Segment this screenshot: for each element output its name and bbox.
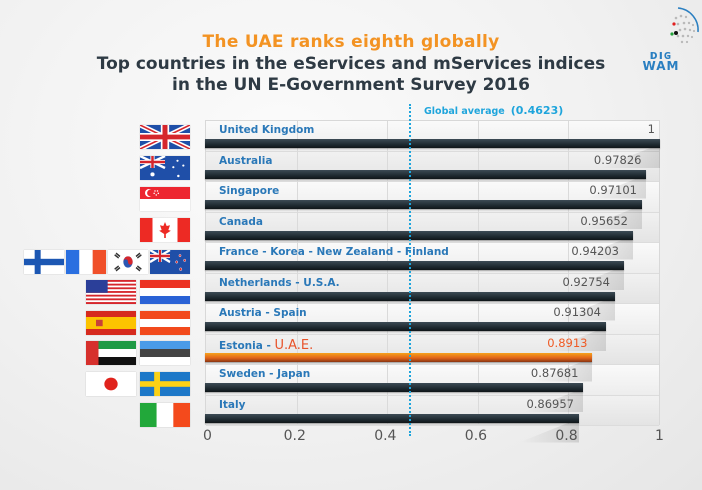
value-label: 0.8913 [547, 335, 588, 350]
wam-logo-text: ᴅıɢ WAM [639, 48, 683, 73]
flag-new-zealand-icon [150, 250, 190, 274]
bar [205, 413, 579, 423]
value-label: 1 [647, 122, 655, 136]
country-label: Australia [219, 154, 273, 167]
flag-estonia-icon [140, 341, 190, 365]
flag-finland-icon [24, 250, 64, 274]
x-tick-label: 0.6 [464, 428, 488, 444]
value-label: 0.97101 [589, 183, 637, 197]
flag-uk-icon [140, 125, 190, 149]
value-label: 0.94203 [571, 244, 619, 258]
flag-canada-icon [140, 218, 190, 242]
grid-line [387, 121, 389, 424]
country-label: Singapore [219, 185, 280, 197]
logo-text-bottom: WAM [642, 59, 680, 73]
value-label: 0.86957 [526, 396, 574, 411]
x-tick-label: 0.8 [555, 428, 578, 444]
chart-title: Top countries in the eServices and mServ… [0, 54, 702, 96]
flag-austria-icon [140, 311, 190, 335]
global-average-label: Global average (0.4623) [424, 104, 563, 117]
country-label: France - Korea - New Zealand - Finland [219, 246, 449, 258]
title-line-1: Top countries in the eServices and mServ… [96, 54, 606, 74]
flag-sweden-icon [140, 372, 190, 396]
flag-uae-icon [86, 341, 136, 365]
global-average-text: Global average [424, 106, 505, 117]
x-tick-label: 1 [655, 428, 664, 444]
globe-dots-icon [670, 7, 699, 44]
flag-france-icon [66, 250, 106, 274]
country-label: United Kingdom [219, 124, 315, 136]
country-label: Estonia - U.A.E. [219, 338, 313, 353]
logo-text-top: ᴅıɢ [649, 48, 673, 62]
flag-australia-icon [140, 156, 190, 180]
country-label: Italy [219, 398, 246, 411]
bar [205, 169, 647, 179]
country-label-prefix: Estonia - [219, 339, 275, 352]
country-label-highlight: U.A.E. [274, 337, 314, 353]
value-label: 0.95652 [580, 213, 628, 228]
country-label: Austria - Spain [219, 307, 307, 319]
flag-spain-icon [86, 311, 136, 335]
bar [205, 261, 624, 270]
flag-netherlands-icon [140, 280, 190, 304]
grid-line [568, 121, 570, 424]
bar [205, 322, 606, 331]
value-label: 0.91304 [553, 305, 601, 319]
global-average-line [409, 104, 411, 436]
value-label: 0.92754 [562, 274, 610, 289]
value-label: 0.87681 [530, 366, 579, 380]
headline: The UAE ranks eighth globally [202, 32, 500, 52]
flag-italy-icon [140, 403, 190, 427]
global-average-value: (0.4623) [510, 104, 564, 117]
value-label: 0.97826 [593, 152, 642, 167]
title-line-2: in the UN E-Government Survey 2016 [172, 75, 530, 95]
grid-line [296, 121, 298, 424]
grid-line [477, 121, 479, 424]
flag-singapore-icon [140, 187, 190, 211]
country-label: Netherlands - U.S.A. [219, 276, 340, 289]
x-tick-label: 0.2 [283, 428, 306, 444]
bar [205, 139, 660, 148]
x-tick-label: 0 [203, 428, 212, 444]
flag-korea-icon [108, 250, 148, 274]
bar [205, 352, 593, 362]
x-tick-label: 0.4 [374, 428, 397, 444]
bar [205, 200, 642, 209]
flag-usa-icon [86, 280, 136, 304]
wam-logo [638, 4, 702, 76]
country-label: Sweden - Japan [219, 368, 311, 380]
bar [205, 383, 584, 392]
bar [205, 230, 633, 240]
country-label: Canada [219, 215, 263, 228]
flag-japan-icon [86, 372, 136, 396]
